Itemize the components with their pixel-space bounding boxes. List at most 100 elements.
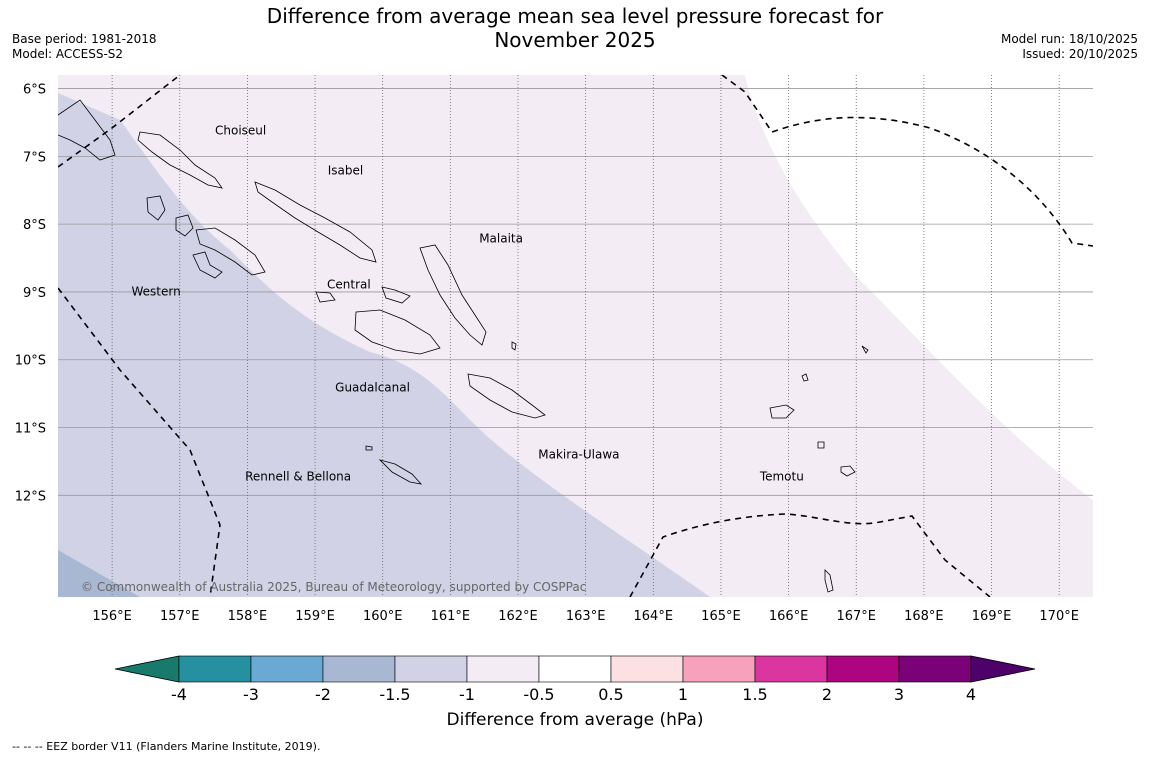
colorbar-tick-label: -0.5 xyxy=(523,685,554,704)
colorbar-segment xyxy=(394,655,468,683)
lon-label: 169°E xyxy=(972,609,1012,624)
lat-label: 9°S xyxy=(23,286,46,301)
colorbar-tick-label: -4 xyxy=(171,685,187,704)
colorbar-segment xyxy=(250,655,324,683)
colorbar-title: Difference from average (hPa) xyxy=(446,710,704,730)
island-makira xyxy=(467,373,546,419)
eez-border-south xyxy=(629,513,991,597)
island-rendova xyxy=(192,251,223,279)
lat-label: 11°S xyxy=(15,422,46,437)
shading-band-minus-1.5-to-minus-1 xyxy=(58,93,710,597)
copyright-notice: © Commonwealth of Australia 2025, Bureau… xyxy=(81,580,587,594)
meta-right: Model run: 18/10/2025 Issued: 20/10/2025 xyxy=(1001,32,1138,62)
island-santa-cruz xyxy=(769,404,795,419)
island-vella-lavella xyxy=(146,195,166,221)
lon-label: 167°E xyxy=(836,609,876,624)
lon-label: 162°E xyxy=(498,609,538,624)
model-name: Model: ACCESS-S2 xyxy=(12,47,124,61)
lon-label: 170°E xyxy=(1039,609,1079,624)
colorbar-tick-label: 4 xyxy=(966,685,976,704)
island-anuta xyxy=(824,569,834,593)
island-tikopia xyxy=(840,465,856,477)
lon-label: 165°E xyxy=(701,609,741,624)
colorbar-segment xyxy=(322,655,396,683)
eez-border-west xyxy=(58,287,221,597)
region-label-rennell-bellona: Rennell & Bellona xyxy=(245,469,351,483)
island-reef xyxy=(861,345,869,354)
colorbar-segment xyxy=(178,655,252,683)
lon-label: 161°E xyxy=(431,609,471,624)
region-label-choiseul: Choiseul xyxy=(215,124,266,138)
colorbar-tick-label: 1.5 xyxy=(742,685,767,704)
map-area xyxy=(58,75,1093,597)
lat-label: 12°S xyxy=(15,489,46,504)
island-malaita xyxy=(419,244,487,346)
base-period: Base period: 1981-2018 xyxy=(12,32,157,46)
lat-label: 8°S xyxy=(23,218,46,233)
lon-label: 158°E xyxy=(228,609,268,624)
colorbar-segment xyxy=(466,655,540,683)
colorbar-extend-low xyxy=(114,655,180,683)
latitude-gridlines xyxy=(58,88,1093,496)
lon-label: 160°E xyxy=(363,609,403,624)
colorbar-tick-label: -2 xyxy=(315,685,331,704)
region-label-western: Western xyxy=(131,284,180,298)
colorbar-tick-label: 0.5 xyxy=(598,685,623,704)
colorbar-segment xyxy=(754,655,828,683)
title-line-2: November 2025 xyxy=(494,28,656,52)
colorbar-tick-label: -1.5 xyxy=(379,685,410,704)
eez-border-north xyxy=(58,75,181,168)
island-new-georgia xyxy=(195,227,266,276)
region-label-central: Central xyxy=(327,277,371,291)
colorbar-segment xyxy=(898,655,972,683)
region-label-malaita: Malaita xyxy=(479,231,523,245)
lat-label: 7°S xyxy=(23,150,46,165)
colorbar-segment xyxy=(826,655,900,683)
colorbar-tick-label: 3 xyxy=(894,685,904,704)
lat-label: 6°S xyxy=(23,83,46,98)
colorbar-extend-high xyxy=(970,655,1036,683)
region-label-makira-ulawa: Makira-Ulawa xyxy=(538,448,619,462)
page-title: Difference from average mean sea level p… xyxy=(0,4,1150,52)
island-utupua xyxy=(817,441,825,449)
island-central-islands xyxy=(315,291,336,303)
islands xyxy=(58,99,869,593)
lon-label: 156°E xyxy=(92,609,132,624)
lon-label: 166°E xyxy=(769,609,809,624)
island-isabel xyxy=(254,181,377,263)
title-line-1: Difference from average mean sea level p… xyxy=(266,4,884,28)
island-guadalcanal xyxy=(354,309,441,355)
shading-band-minus-2-to-minus-1.5 xyxy=(58,550,140,597)
lon-label: 164°E xyxy=(634,609,674,624)
lat-label: 10°S xyxy=(15,354,46,369)
eez-borders xyxy=(58,75,1093,597)
island-sikaiana xyxy=(511,341,517,351)
region-label-isabel: Isabel xyxy=(328,164,363,178)
colorbar-tick-label: 1 xyxy=(678,685,688,704)
island-choiseul xyxy=(137,131,223,189)
island-bellona xyxy=(365,445,373,451)
colorbar: -4 -3 -2 -1.5 -1 -0.5 0.5 1 1.5 2 3 4 xyxy=(114,655,1036,704)
colorbar-tick-label: 2 xyxy=(822,685,832,704)
island-rennell xyxy=(378,459,423,485)
colorbar-tick-label: -3 xyxy=(243,685,259,704)
lon-label: 168°E xyxy=(904,609,944,624)
colorbar-tick-label: -1 xyxy=(459,685,475,704)
longitude-gridlines xyxy=(111,75,1060,597)
lon-label: 157°E xyxy=(160,609,200,624)
colorbar-segment xyxy=(610,655,684,683)
region-label-temotu: Temotu xyxy=(759,469,804,483)
region-label-guadalcanal: Guadalcanal xyxy=(335,381,410,395)
eez-footnote: -- -- -- EEZ border V11 (Flanders Marine… xyxy=(12,740,321,753)
island-duff xyxy=(801,373,809,382)
issued-date: Issued: 20/10/2025 xyxy=(1022,47,1138,61)
island-kolombangara xyxy=(175,214,194,237)
lon-label: 159°E xyxy=(295,609,335,624)
colorbar-segment xyxy=(682,655,756,683)
colorbar-segment xyxy=(538,655,612,683)
longitude-labels: 156°E 157°E 158°E 159°E 160°E 161°E 162°E 163°E… xyxy=(92,609,1079,624)
latitude-labels: 6°S 7°S 8°S 9°S 10°S 11°S 12°S xyxy=(15,83,46,505)
lon-label: 163°E xyxy=(566,609,606,624)
island-bougainville xyxy=(58,99,116,161)
